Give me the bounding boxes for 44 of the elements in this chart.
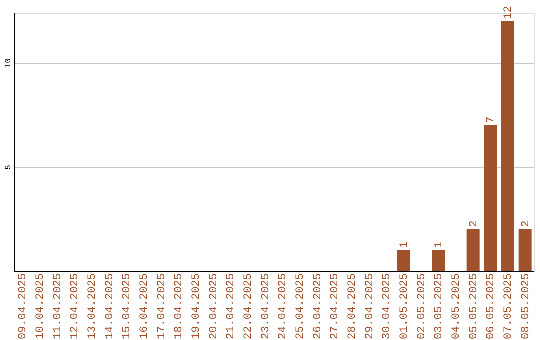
x-tick-label: 18.04.2025 <box>174 274 186 340</box>
x-tick-label: 03.05.2025 <box>434 274 446 340</box>
x-tick-label: 24.04.2025 <box>278 274 290 340</box>
bar <box>484 125 498 271</box>
bar <box>502 21 514 271</box>
x-tick-label: 17.04.2025 <box>156 274 168 340</box>
x-tick-label: 01.05.2025 <box>399 274 411 340</box>
x-tick-label: 07.05.2025 <box>503 274 515 340</box>
x-tick-label: 13.04.2025 <box>87 274 99 340</box>
x-tick-label: 09.04.2025 <box>18 274 30 340</box>
x-tick-label: 12.04.2025 <box>70 274 82 340</box>
bar <box>398 250 410 271</box>
x-tick-label: 26.04.2025 <box>312 274 324 340</box>
x-tick-label: 02.05.2025 <box>416 274 428 340</box>
x-tick-label: 23.04.2025 <box>260 274 272 340</box>
x-tick-label: 27.04.2025 <box>330 274 342 340</box>
x-tick-label: 30.04.2025 <box>382 274 394 340</box>
data-label: 7 <box>486 116 498 124</box>
x-tick-label: 16.04.2025 <box>139 274 151 340</box>
x-tick-label: 04.05.2025 <box>451 274 463 340</box>
y-tick-label: 5 <box>4 164 14 170</box>
x-tick-label: 25.04.2025 <box>295 274 307 340</box>
x-tick-label: 19.04.2025 <box>191 274 203 340</box>
x-tick-label: 28.04.2025 <box>347 274 359 340</box>
bar <box>518 229 532 271</box>
bar <box>432 250 446 271</box>
data-label: 12 <box>503 6 515 20</box>
bar <box>466 229 480 271</box>
x-tick-label: 08.05.2025 <box>520 274 532 340</box>
x-tick-label: 20.04.2025 <box>208 274 220 340</box>
x-tick-label: 15.04.2025 <box>122 274 134 340</box>
x-tick-label: 11.04.2025 <box>52 274 64 340</box>
data-label: 1 <box>434 241 446 248</box>
x-tick-label: 05.05.2025 <box>468 274 480 340</box>
data-label: 2 <box>520 220 532 228</box>
x-tick-label: 10.04.2025 <box>35 274 47 340</box>
x-tick-label: 29.04.2025 <box>364 274 376 340</box>
x-tick-label: 14.04.2025 <box>104 274 116 340</box>
data-label: 1 <box>399 241 411 248</box>
y-tick-label: 10 <box>4 58 14 68</box>
x-tick-label: 21.04.2025 <box>226 274 238 340</box>
x-tick-label: 06.05.2025 <box>486 274 498 340</box>
data-label: 2 <box>468 220 480 228</box>
x-tick-label: 22.04.2025 <box>243 274 255 340</box>
